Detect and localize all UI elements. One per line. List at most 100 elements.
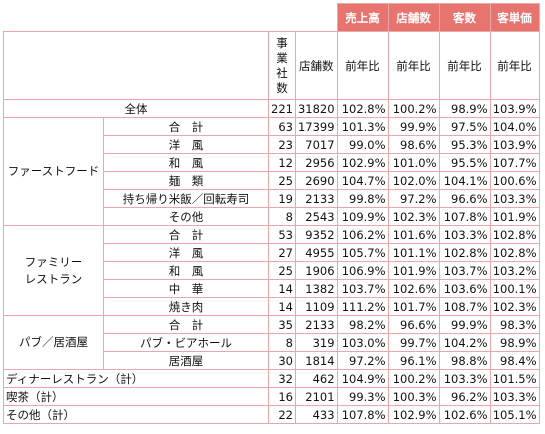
- cell-company-count: 14: [268, 279, 296, 298]
- cell-store-count: 2133: [294, 315, 338, 334]
- cell-company-count: 16: [268, 387, 296, 406]
- cell-unit-yoy: 100.6%: [489, 171, 540, 190]
- header-sub-blank: [3, 31, 269, 100]
- cell-store-count: 1109: [294, 297, 338, 316]
- cell-unit-yoy: 107.7%: [489, 153, 540, 172]
- cell-stores-yoy: 101.9%: [387, 261, 440, 280]
- row-label: 麺 類: [103, 171, 269, 190]
- table-row: 麺 類 25 2690 104.7% 102.0% 104.1% 100.6%: [4, 171, 540, 190]
- cell-customers-yoy: 96.6%: [438, 189, 491, 208]
- cell-unit-yoy: 98.9%: [489, 333, 540, 352]
- cell-stores-yoy: 99.9%: [387, 117, 440, 136]
- table-row: 和 風 25 1906 106.9% 101.9% 103.7% 103.2%: [4, 261, 540, 280]
- table-row: その他（計） 22 433 107.8% 102.9% 102.6% 105.1%: [3, 405, 540, 424]
- cell-customers-yoy: 102.8%: [438, 243, 491, 262]
- cell-company-count: 25: [268, 171, 296, 190]
- sales-table: 売上高 店舗数 客数 客単価 事業社数 店舗数 前年比 前年比 前年比 前年比 …: [3, 3, 540, 424]
- cell-unit-yoy: 104.0%: [489, 117, 540, 136]
- header-company-count: 事業社数: [268, 31, 296, 100]
- header-unit-price: 客単価: [489, 3, 540, 32]
- cell-company-count: 63: [268, 117, 296, 136]
- header-yoy-stores: 前年比: [387, 31, 440, 100]
- header-row-sub: 事業社数 店舗数 前年比 前年比 前年比 前年比: [3, 31, 540, 100]
- cell-customers-yoy: 103.3%: [438, 225, 491, 244]
- header-yoy-customers: 前年比: [438, 31, 491, 100]
- cell-customers-yoy: 103.3%: [438, 369, 491, 388]
- cell-sales-yoy: 111.2%: [336, 297, 389, 316]
- cell-unit-yoy: 103.9%: [489, 99, 540, 118]
- cell-store-count: 319: [294, 333, 338, 352]
- cell-stores-yoy: 101.6%: [387, 225, 440, 244]
- cell-sales-yoy: 98.2%: [336, 315, 389, 334]
- row-label: 合 計: [103, 225, 269, 244]
- cell-customers-yoy: 98.9%: [438, 99, 491, 118]
- cell-company-count: 19: [268, 189, 296, 208]
- cell-sales-yoy: 103.0%: [336, 333, 389, 352]
- cell-customers-yoy: 99.9%: [438, 315, 491, 334]
- cell-unit-yoy: 103.3%: [489, 189, 540, 208]
- cell-store-count: 2543: [294, 207, 338, 226]
- cell-sales-yoy: 109.9%: [336, 207, 389, 226]
- cell-store-count: 9352: [294, 225, 338, 244]
- cell-company-count: 35: [268, 315, 296, 334]
- table-row: 持ち帰り米飯／回転寿司 19 2133 99.8% 97.2% 96.6% 103.3%: [4, 189, 540, 208]
- row-label: 持ち帰り米飯／回転寿司: [103, 189, 269, 208]
- cell-unit-yoy: 101.5%: [489, 369, 540, 388]
- cell-stores-yoy: 101.7%: [387, 297, 440, 316]
- cell-sales-yoy: 102.8%: [336, 99, 389, 118]
- cell-store-count: 17399: [294, 117, 338, 136]
- header-yoy-sales: 前年比: [336, 31, 389, 100]
- cell-stores-yoy: 100.2%: [387, 369, 440, 388]
- group-label: ファミリー レストラン: [3, 225, 104, 316]
- cell-company-count: 25: [268, 261, 296, 280]
- cell-company-count: 12: [268, 153, 296, 172]
- row-label: 和 風: [103, 153, 269, 172]
- cell-store-count: 2956: [294, 153, 338, 172]
- cell-store-count: 1814: [294, 351, 338, 370]
- cell-customers-yoy: 102.6%: [438, 405, 491, 424]
- row-label: 全体: [3, 99, 269, 118]
- row-label: 洋 風: [103, 135, 269, 154]
- cell-store-count: 2101: [294, 387, 338, 406]
- group-label: ファーストフード: [3, 117, 104, 226]
- header-row-top: 売上高 店舗数 客数 客単価: [4, 3, 540, 32]
- cell-stores-yoy: 102.3%: [387, 207, 440, 226]
- cell-unit-yoy: 100.1%: [489, 279, 540, 298]
- cell-unit-yoy: 98.3%: [489, 315, 540, 334]
- cell-sales-yoy: 97.2%: [336, 351, 389, 370]
- cell-stores-yoy: 102.0%: [387, 171, 440, 190]
- cell-unit-yoy: 98.4%: [489, 351, 540, 370]
- cell-stores-yoy: 97.2%: [387, 189, 440, 208]
- cell-sales-yoy: 99.8%: [336, 189, 389, 208]
- cell-unit-yoy: 103.2%: [489, 261, 540, 280]
- cell-customers-yoy: 98.8%: [438, 351, 491, 370]
- cell-store-count: 2690: [294, 171, 338, 190]
- cell-company-count: 53: [268, 225, 296, 244]
- cell-stores-yoy: 102.6%: [387, 279, 440, 298]
- table-row: パブ／居酒屋合 計 35 2133 98.2% 96.6% 99.9% 98.3%: [3, 315, 540, 370]
- cell-sales-yoy: 105.7%: [336, 243, 389, 262]
- cell-sales-yoy: 106.9%: [336, 261, 389, 280]
- row-label: 洋 風: [103, 243, 269, 262]
- cell-store-count: 31820: [294, 99, 338, 118]
- header-stores: 店舗数: [387, 3, 440, 32]
- table-row: 喫茶（計） 16 2101 99.3% 100.3% 96.2% 103.3%: [3, 387, 540, 406]
- cell-store-count: 1906: [294, 261, 338, 280]
- cell-store-count: 7017: [294, 135, 338, 154]
- cell-customers-yoy: 104.2%: [438, 333, 491, 352]
- cell-customers-yoy: 104.1%: [438, 171, 491, 190]
- cell-company-count: 30: [268, 351, 296, 370]
- header-sales: 売上高: [336, 3, 389, 32]
- cell-unit-yoy: 103.3%: [489, 387, 540, 406]
- cell-customers-yoy: 95.5%: [438, 153, 491, 172]
- cell-company-count: 22: [268, 405, 296, 424]
- cell-customers-yoy: 103.7%: [438, 261, 491, 280]
- cell-customers-yoy: 96.2%: [438, 387, 491, 406]
- cell-unit-yoy: 105.1%: [489, 405, 540, 424]
- cell-stores-yoy: 100.3%: [387, 387, 440, 406]
- row-label: 合 計: [103, 315, 269, 334]
- cell-sales-yoy: 106.2%: [336, 225, 389, 244]
- cell-company-count: 8: [268, 207, 296, 226]
- cell-stores-yoy: 102.9%: [387, 405, 440, 424]
- row-label: その他: [103, 207, 269, 226]
